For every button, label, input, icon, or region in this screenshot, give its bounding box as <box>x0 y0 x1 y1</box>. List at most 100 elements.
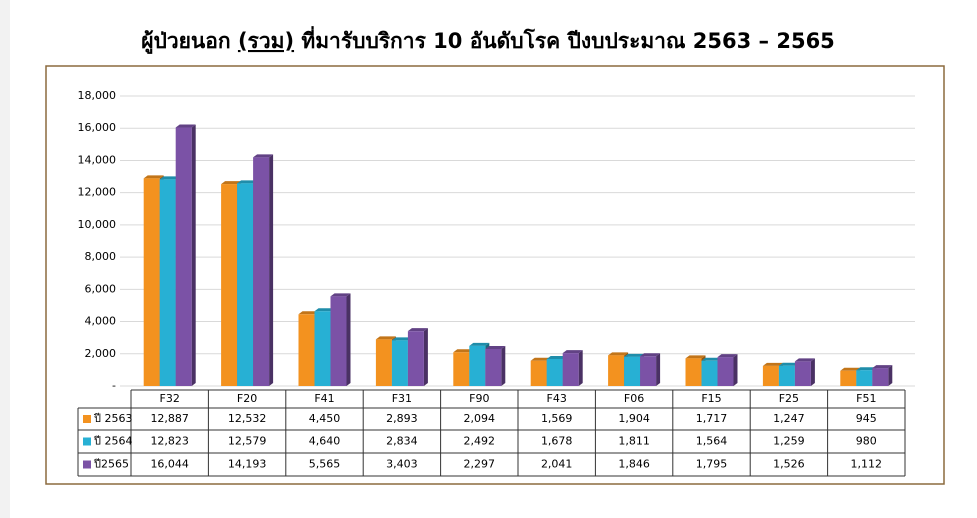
table-value: 14,193 <box>228 458 267 471</box>
bar-side <box>888 365 893 386</box>
bar <box>762 365 779 386</box>
table-value: 945 <box>856 412 877 425</box>
y-tick-label: 16,000 <box>78 121 117 134</box>
table-value: 2,893 <box>386 412 418 425</box>
bar-side <box>269 154 274 386</box>
table-value: 1,112 <box>851 458 883 471</box>
bar <box>717 357 734 386</box>
bar <box>221 184 238 386</box>
title-part: (รวม) <box>238 29 294 53</box>
bar-top <box>175 124 196 128</box>
bar-top <box>794 358 815 362</box>
bar <box>253 157 270 386</box>
bar <box>469 345 486 386</box>
legend-swatch <box>83 460 91 469</box>
bar <box>407 331 424 386</box>
bar-top <box>872 365 893 369</box>
table-value: 1,569 <box>541 412 573 425</box>
table-value: 1,526 <box>773 458 805 471</box>
chart-frame <box>45 65 945 485</box>
bar-top <box>253 154 274 158</box>
table-value: 2,297 <box>464 458 496 471</box>
table-value: 1,564 <box>696 435 728 448</box>
y-tick-label: 6,000 <box>85 282 117 295</box>
bar-top <box>530 357 551 361</box>
bar-top <box>237 180 258 184</box>
bar <box>375 339 392 386</box>
bar <box>624 356 641 386</box>
table-value: 5,565 <box>309 458 341 471</box>
bar <box>546 358 563 386</box>
bar-top <box>546 355 567 359</box>
table-value: 1,904 <box>618 412 650 425</box>
table-value: 4,640 <box>309 435 341 448</box>
x-tick-label: F51 <box>856 392 876 405</box>
bar-top <box>330 293 351 297</box>
legend-swatch <box>83 415 91 423</box>
bar <box>778 365 795 386</box>
y-tick-label: 10,000 <box>78 218 117 231</box>
y-tick-label: - <box>112 379 116 392</box>
bar-top <box>375 336 396 340</box>
bar-side <box>346 293 351 386</box>
bar-side <box>810 358 815 386</box>
x-tick-label: F15 <box>701 392 721 405</box>
table-value: 12,579 <box>228 435 267 448</box>
y-tick-label: 14,000 <box>78 153 117 166</box>
bar <box>701 360 718 386</box>
y-tick-label: 18,000 <box>78 89 117 102</box>
bar-top <box>453 349 474 353</box>
bar <box>485 348 502 386</box>
bar <box>159 179 176 386</box>
bar-top <box>701 357 722 361</box>
x-tick-label: F31 <box>392 392 412 405</box>
bar <box>237 183 254 386</box>
bar <box>562 353 579 386</box>
table-value: 1,259 <box>773 435 805 448</box>
bar <box>856 370 873 386</box>
table-value: 1,811 <box>618 435 650 448</box>
bar <box>608 355 625 386</box>
x-tick-label: F06 <box>624 392 644 405</box>
bar-top <box>391 337 412 341</box>
side-strip <box>0 0 10 518</box>
bar-top <box>640 353 661 357</box>
bar <box>314 311 331 386</box>
bar-top <box>143 175 164 179</box>
table-value: 2,094 <box>464 412 496 425</box>
x-tick-label: F20 <box>237 392 257 405</box>
table-value: 1,678 <box>541 435 573 448</box>
bar <box>640 356 657 386</box>
bar <box>530 360 547 386</box>
bar-top <box>717 354 738 358</box>
bar-top <box>685 355 706 359</box>
bar <box>391 340 408 386</box>
bar-top <box>778 362 799 366</box>
bar-top <box>608 352 629 356</box>
table-value: 1,717 <box>696 412 728 425</box>
bar <box>872 368 889 386</box>
table-value: 1,846 <box>618 458 650 471</box>
bar-top <box>856 367 877 371</box>
table-value: 1,247 <box>773 412 805 425</box>
bar-top <box>485 345 506 349</box>
bar-side <box>656 353 661 386</box>
y-tick-label: 12,000 <box>78 186 117 199</box>
table-value: 16,044 <box>150 458 189 471</box>
bar-side <box>501 345 506 386</box>
bar-top <box>407 328 428 332</box>
table-value: 3,403 <box>386 458 418 471</box>
x-tick-label: F43 <box>547 392 567 405</box>
y-tick-label: 4,000 <box>85 315 117 328</box>
bar-top <box>762 362 783 366</box>
y-tick-label: 2,000 <box>85 347 117 360</box>
table-value: 1,795 <box>696 458 728 471</box>
bar-side <box>423 328 428 386</box>
bar <box>330 296 347 386</box>
title-part: ที่มารับบริการ 10 อันดับโรค ปีงบประมาณ 2… <box>301 25 834 53</box>
y-tick-label: 8,000 <box>85 250 117 263</box>
bar <box>143 178 160 386</box>
legend-label: ปี 2564 <box>93 435 133 448</box>
bar <box>840 370 857 386</box>
